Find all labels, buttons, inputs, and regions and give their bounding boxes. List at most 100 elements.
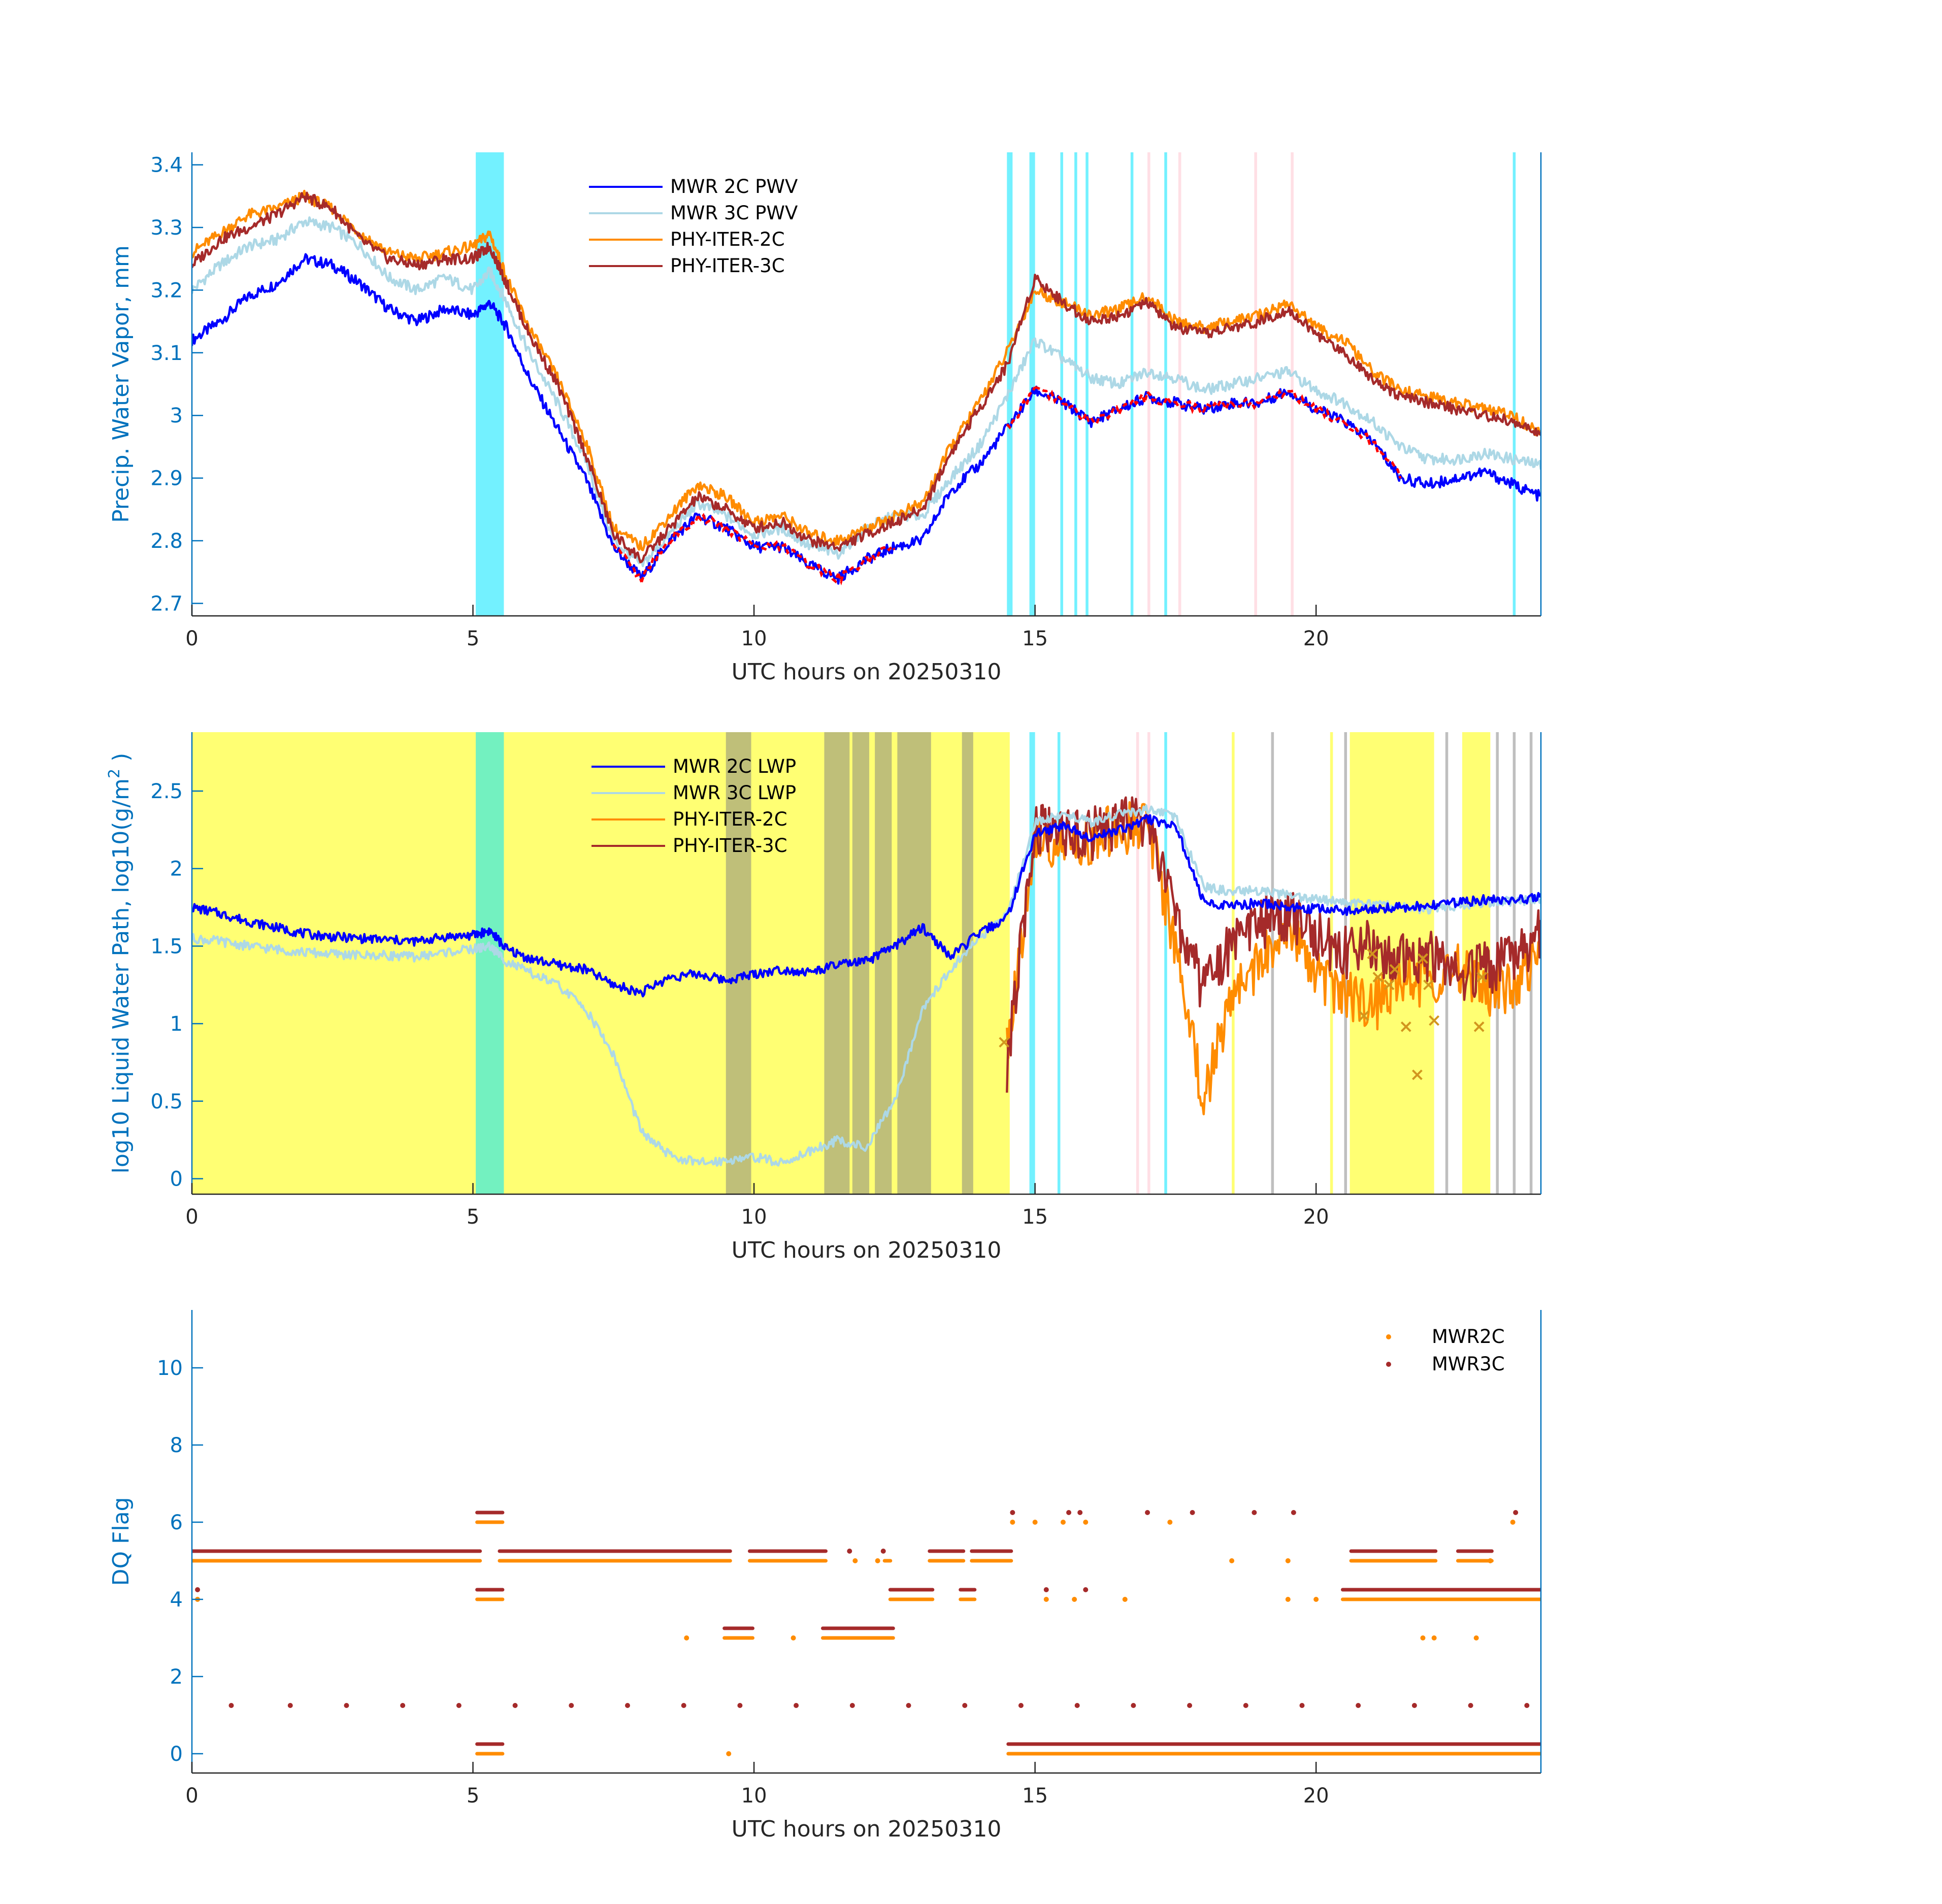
cyan-band-2: [1057, 732, 1061, 1194]
dq-point-18: [1243, 1703, 1248, 1708]
dq-point-15: [1431, 1635, 1437, 1640]
dq-point-9: [1083, 1520, 1089, 1525]
y-axis-label: log10 Liquid Water Path, log10(g/m2 ): [106, 753, 134, 1174]
series-line-phy-iter-3c: [192, 191, 1541, 564]
dq-point-28: [1145, 1510, 1150, 1515]
x-marker-6: [1418, 953, 1428, 964]
x-marker-9: [1473, 1021, 1485, 1032]
x-marker-7: [1423, 979, 1434, 991]
dq-point-16: [1131, 1703, 1136, 1708]
dq-point-4: [852, 1558, 858, 1563]
series-line-mwr-2c-lwp: [192, 814, 1541, 998]
cyan-band-8: [1512, 152, 1516, 616]
legend: MWR2C MWR3C: [1386, 1326, 1505, 1375]
dq-point-34: [1083, 1587, 1089, 1592]
y-tick-label: 3.1: [150, 342, 183, 365]
legend-marker: [1386, 1362, 1391, 1367]
x-marker-11: [1367, 948, 1378, 960]
y-axis-label-suffix: ): [108, 753, 134, 769]
dq-point-35: [847, 1549, 852, 1554]
dq-point-12: [1229, 1558, 1235, 1563]
x-tick-label: 0: [185, 1205, 198, 1229]
cyan-band-5: [1085, 152, 1089, 616]
y-tick-label: 0: [170, 1167, 183, 1191]
series-line-mwr-2c-pwv: [192, 253, 1541, 585]
cyan-band-2: [1029, 152, 1035, 616]
gray-band-1: [824, 732, 850, 1194]
x-marker-5: [1412, 1069, 1423, 1080]
x-tick-label: 20: [1303, 1784, 1329, 1808]
dq-point-15: [1074, 1703, 1080, 1708]
y-axis-label-main: DQ Flag: [108, 1497, 134, 1586]
y-axis-label-main: Precip. Water Vapor, mm: [108, 245, 134, 523]
y-tick-label: 3.4: [150, 154, 183, 177]
dq-point-3: [791, 1635, 796, 1640]
series-line-mwr-3c-lwp: [192, 804, 1541, 1167]
x-marker-8: [1429, 1015, 1440, 1026]
y-tick-label: 10: [157, 1357, 183, 1380]
x-marker-12: [1389, 964, 1400, 975]
y-tick-label: 2.5: [150, 780, 183, 803]
dq-point-26: [1066, 1510, 1072, 1515]
y-tick-label: 8: [170, 1434, 183, 1457]
x-marker-stroke: [1476, 972, 1488, 982]
x-tick-label: 5: [467, 627, 479, 650]
dq-point-27: [1077, 1510, 1083, 1515]
x-marker-stroke: [1389, 964, 1400, 975]
x-marker-stroke: [1400, 1021, 1411, 1032]
y-tick-label: 2.8: [150, 530, 183, 553]
dq-point-5: [875, 1558, 880, 1563]
dq-point-16: [1473, 1635, 1479, 1640]
dq-point-18: [1285, 1558, 1291, 1563]
y-tick-label: 4: [170, 1588, 183, 1612]
lwp-panel: 0 5 10 15 20 0 0.5 1 1.5 2 2.5 UTC hours on 2025031…: [106, 732, 1542, 1263]
dq-flag-panel: 0 5 10 15 20 0 2 4 6 8 10 UTC hours on 20250310 DQ F…: [108, 1310, 1542, 1842]
dq-point-2: [726, 1751, 732, 1756]
dq-point-19: [1313, 1597, 1319, 1602]
dq-point-0: [228, 1703, 234, 1708]
dq-point-30: [1252, 1510, 1257, 1515]
cyan-band-6: [1130, 152, 1134, 616]
x-marker-stroke: [1367, 948, 1378, 960]
y-tick-label: 3.3: [150, 216, 183, 240]
legend-entry: PHY-ITER-2C: [673, 808, 787, 830]
gray-band-4: [897, 732, 931, 1194]
y-axis-label-superscript: 2: [106, 769, 123, 778]
yellow-band-4: [1330, 732, 1333, 1194]
dq-point-9: [737, 1703, 743, 1708]
dq-point-12: [906, 1703, 911, 1708]
dq-point-33: [1043, 1587, 1049, 1592]
pink-band-0: [1136, 732, 1139, 1194]
cyan-band-0: [476, 732, 504, 1194]
y-axis-label-main: log10 Liquid Water Path, log10(g/m: [108, 778, 134, 1173]
x-marker-stroke: [1372, 972, 1384, 982]
cyan-band-1: [1029, 732, 1035, 1194]
dq-point-8: [1060, 1520, 1066, 1525]
y-tick-label: 2: [170, 858, 183, 881]
dq-series-mwr3c: [192, 1510, 1541, 1746]
legend-entry: PHY-ITER-3C: [670, 255, 785, 277]
dq-point-21: [1043, 1597, 1049, 1602]
x-tick-label: 20: [1303, 1205, 1329, 1229]
y-tick-label: 0: [170, 1743, 183, 1766]
x-tick-label: 10: [741, 1205, 767, 1229]
x-marker-3: [1384, 979, 1395, 991]
legend-entry: PHY-ITER-3C: [673, 835, 787, 857]
x-marker-stroke: [1473, 1021, 1485, 1032]
plot-area: [192, 1510, 1541, 1756]
x-marker-4: [1400, 1021, 1411, 1032]
x-tick-label: 15: [1022, 1784, 1048, 1808]
legend-entry: MWR 3C LWP: [673, 782, 796, 804]
legend-entry: MWR 2C PWV: [670, 176, 798, 198]
plot-area: [192, 732, 1541, 1194]
flagged-mwr2c-overlay: [612, 386, 1402, 586]
dq-series-mwr2c: [192, 1520, 1541, 1756]
dq-point-10: [1122, 1597, 1128, 1602]
x-tick-label: 15: [1022, 1205, 1048, 1229]
dq-point-8: [681, 1703, 686, 1708]
x-marker-stroke: [1423, 979, 1434, 991]
x-tick-label: 5: [467, 1784, 479, 1808]
x-tick-label: 0: [185, 627, 198, 650]
dq-point-31: [1291, 1510, 1296, 1515]
